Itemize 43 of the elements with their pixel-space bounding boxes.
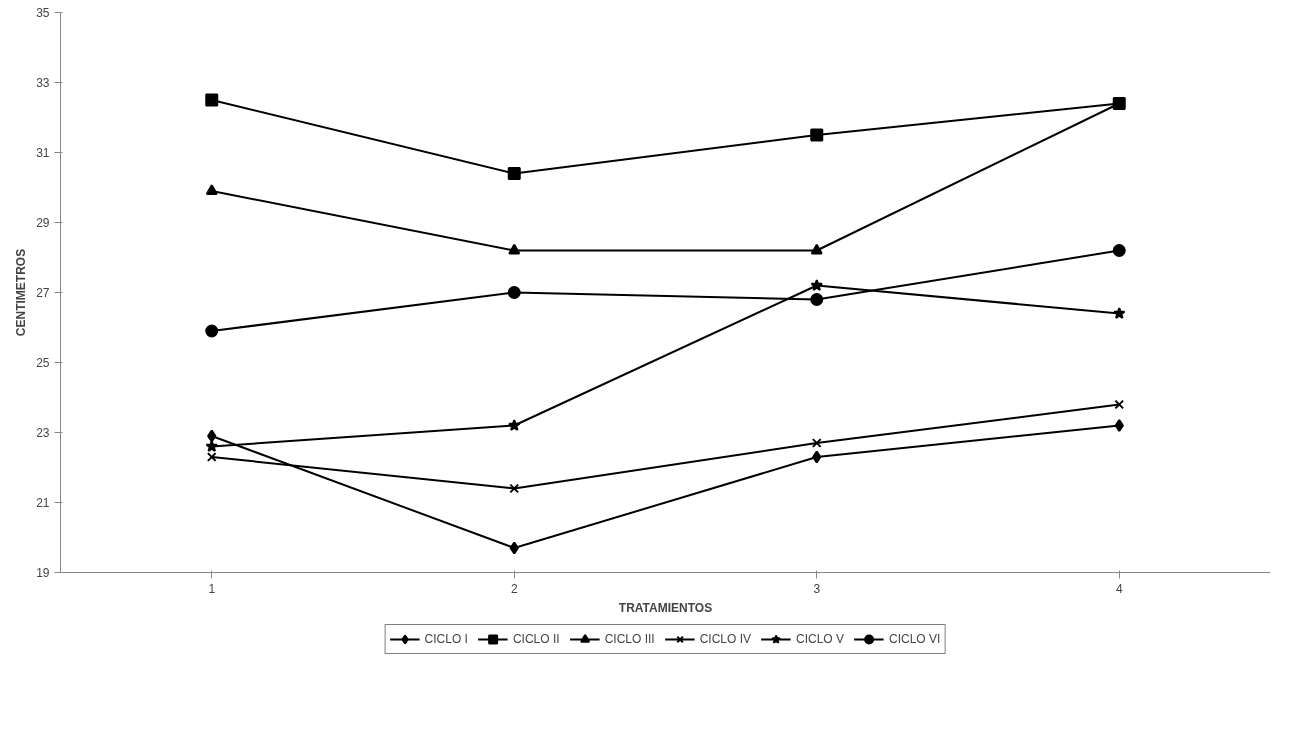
y-tick-label: 33 <box>36 76 50 90</box>
x-axis-title: TRATAMIENTOS <box>618 600 713 615</box>
point <box>509 483 520 494</box>
y-tick-label: 25 <box>36 356 50 370</box>
point <box>206 452 217 462</box>
legend-label: CICLO IV <box>699 632 752 646</box>
point <box>1114 399 1125 410</box>
y-tick-label: 27 <box>36 286 50 300</box>
point <box>205 184 218 195</box>
point <box>207 429 217 443</box>
x-tick-label: 3 <box>813 581 821 596</box>
point <box>810 243 823 255</box>
point <box>1112 244 1126 257</box>
y-tick-label: 31 <box>36 146 50 160</box>
point <box>810 128 824 142</box>
point <box>811 438 822 448</box>
x-tick-label: 4 <box>1115 581 1123 596</box>
point <box>508 419 521 431</box>
y-tick-label: 23 <box>36 426 50 440</box>
point <box>810 279 823 291</box>
y-tick-label: 19 <box>36 566 50 580</box>
point <box>507 167 521 180</box>
legend-label: CICLO VI <box>889 632 941 646</box>
x-tick-label: 1 <box>208 581 216 596</box>
point <box>812 450 822 464</box>
point <box>205 93 219 107</box>
legend-label: CICLO II <box>512 632 560 646</box>
legend-label: CICLO V <box>796 632 845 646</box>
y-axis-title: CENTIMETROS <box>14 248 29 337</box>
legend-label: CICLO III <box>604 632 655 646</box>
y-tick-label: 21 <box>36 496 50 510</box>
y-tick-label: 29 <box>36 216 50 230</box>
point <box>509 541 519 555</box>
point <box>205 324 219 338</box>
point <box>205 440 218 452</box>
point <box>1114 419 1124 432</box>
point <box>507 286 521 299</box>
point <box>810 293 824 306</box>
x-tick-label: 2 <box>510 581 518 596</box>
point <box>508 243 521 255</box>
point <box>1113 307 1126 319</box>
y-tick-label: 35 <box>36 6 50 20</box>
legend-label: CICLO I <box>424 632 468 646</box>
